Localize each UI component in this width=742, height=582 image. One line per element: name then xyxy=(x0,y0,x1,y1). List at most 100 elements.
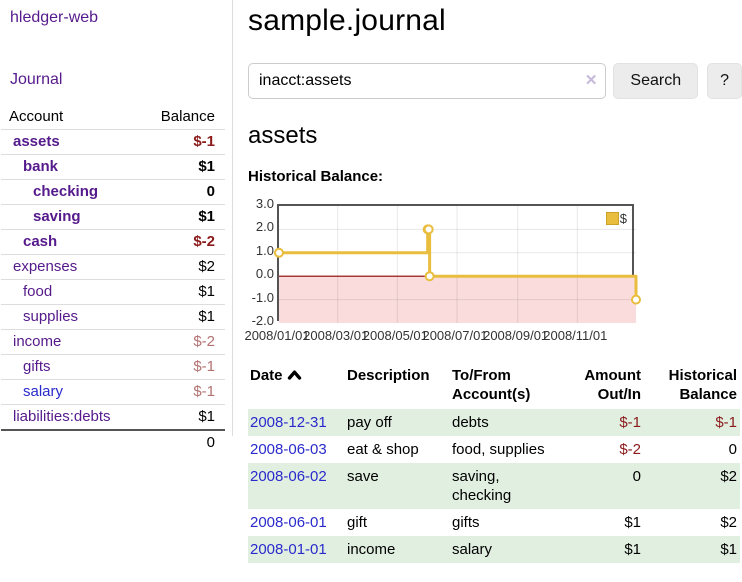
accounts-total-value: 0 xyxy=(206,434,215,451)
search-form: ✕ Search ? xyxy=(248,63,742,99)
account-balance: 0 xyxy=(206,183,215,200)
transaction-amount: $1 xyxy=(624,541,641,558)
search-button[interactable]: Search xyxy=(613,63,699,99)
account-link-expenses[interactable]: expenses xyxy=(13,258,78,275)
legend-swatch xyxy=(605,212,619,225)
balance-chart: $ 3.0 2.0 1.0 0.0 -1.0 -2.0 2008/01/01 2008/03/… xyxy=(244,196,742,345)
x-axis-label: 2008/05/01 xyxy=(362,328,428,343)
x-axis-label: 2008/07/01 xyxy=(422,328,488,343)
y-axis-label: 2.0 xyxy=(255,219,274,235)
transaction-amount: $1 xyxy=(624,514,641,531)
y-axis-label: 3.0 xyxy=(255,196,274,211)
transaction-date-link[interactable]: 2008-01-01 xyxy=(250,541,327,558)
transaction-balance: $2 xyxy=(720,514,737,531)
account-balance: $-1 xyxy=(193,133,215,150)
historical-balance-label: Historical Balance: xyxy=(248,168,384,185)
main-content: sample.journal ✕ Search ? assets Histori… xyxy=(244,0,742,563)
account-balance: $2 xyxy=(198,258,215,275)
account-row: income $-2 xyxy=(1,329,225,355)
account-link-assets[interactable]: assets xyxy=(13,133,60,150)
transaction-description: save xyxy=(347,468,379,485)
account-row: bank $1 xyxy=(1,154,225,180)
account-link-cash[interactable]: cash xyxy=(23,233,58,250)
transaction-accounts: gifts xyxy=(452,514,480,531)
transaction-date-link[interactable]: 2008-06-01 xyxy=(250,514,327,531)
transaction-balance: 0 xyxy=(728,441,737,458)
register-row: 2008-06-02 save saving, checking 0 $2 xyxy=(248,463,740,509)
register-header-amount: Amount Out/In xyxy=(584,367,641,403)
transaction-date-link[interactable]: 2008-06-02 xyxy=(250,468,327,485)
account-link-income[interactable]: income xyxy=(13,333,62,350)
transaction-description: gift xyxy=(347,514,368,531)
transaction-description: income xyxy=(347,541,396,558)
transaction-accounts: food, supplies xyxy=(452,441,545,458)
register-header-row: Date Description To/From Account(s) Amou… xyxy=(248,361,740,409)
account-balance: $1 xyxy=(198,158,215,175)
register-header-description: Description xyxy=(347,367,430,384)
accounts-header-account: Account xyxy=(9,108,64,125)
y-axis-label: 0.0 xyxy=(255,266,274,282)
x-axis-label: 2008/09/01 xyxy=(483,328,549,343)
help-button[interactable]: ? xyxy=(707,63,742,99)
account-balance: $-1 xyxy=(193,358,215,375)
legend-label: $ xyxy=(619,211,627,226)
transaction-amount: $-2 xyxy=(619,441,641,458)
account-row: food $1 xyxy=(1,279,225,305)
account-link-salary[interactable]: salary xyxy=(23,383,64,400)
brand-link[interactable]: hledger-web xyxy=(10,9,99,26)
sort-asc-icon xyxy=(287,370,301,380)
account-balance: $-1 xyxy=(193,383,215,400)
register-row: 2008-01-01 income salary $1 $1 xyxy=(248,536,740,563)
transaction-amount: 0 xyxy=(632,468,641,485)
account-row: gifts $-1 xyxy=(1,354,225,380)
accounts-header-balance: Balance xyxy=(160,108,215,125)
register-row: 2008-12-31 pay off debts $-1 $-1 xyxy=(248,409,740,436)
transaction-date-link[interactable]: 2008-12-31 xyxy=(250,414,327,431)
plot-area: $ xyxy=(274,204,641,323)
account-row: liabilities:debts $1 xyxy=(1,404,225,431)
account-link-checking[interactable]: checking xyxy=(33,183,99,200)
account-link-saving[interactable]: saving xyxy=(33,208,81,225)
transaction-accounts: salary xyxy=(452,541,493,558)
register-header-date[interactable]: Date xyxy=(248,361,345,409)
clear-search-icon[interactable]: ✕ xyxy=(584,72,598,89)
account-balance: $1 xyxy=(198,208,215,225)
y-axis-label: -1.0 xyxy=(251,289,274,305)
account-balance: $-2 xyxy=(193,333,215,350)
transaction-description: pay off xyxy=(347,414,392,431)
sidebar-item-journal[interactable]: Journal xyxy=(10,71,63,88)
accounts-table: Account Balance assets $-1 bank $1 checking 0… xyxy=(1,105,225,455)
account-title: assets xyxy=(248,122,318,149)
transaction-accounts: debts xyxy=(452,414,489,431)
account-link-food[interactable]: food xyxy=(23,283,53,300)
account-balance: $1 xyxy=(198,308,215,325)
account-row: assets $-1 xyxy=(1,129,225,155)
register-body: 2008-12-31 pay off debts $-1 $-1 2008-06-03 ea… xyxy=(248,409,740,563)
transaction-balance: $-1 xyxy=(715,414,737,431)
account-link-bank[interactable]: bank xyxy=(23,158,59,175)
transaction-description: eat & shop xyxy=(347,441,419,458)
chart-legend: $ xyxy=(605,211,627,226)
register-header-balance: Historical Balance xyxy=(668,367,737,403)
account-link-gifts[interactable]: gifts xyxy=(23,358,51,375)
account-link-supplies[interactable]: supplies xyxy=(23,308,79,325)
transaction-amount: $-1 xyxy=(619,414,641,431)
chart-canvas xyxy=(274,206,641,323)
sidebar: hledger-web Journal Account Balance asse… xyxy=(0,0,233,451)
x-axis-label: 2008/03/01 xyxy=(303,328,369,343)
accounts-total-row: 0 xyxy=(1,430,225,455)
y-axis-label: -2.0 xyxy=(251,313,274,328)
account-row: checking 0 xyxy=(1,179,225,205)
register-header-accounts: To/From Account(s) xyxy=(452,367,531,403)
x-axis-label: 2008/01/01 xyxy=(244,328,310,343)
search-input[interactable] xyxy=(248,63,607,99)
register-row: 2008-06-01 gift gifts $1 $2 xyxy=(248,509,740,536)
y-axis-label: 1.0 xyxy=(255,242,274,258)
account-row: expenses $2 xyxy=(1,254,225,280)
transaction-date-link[interactable]: 2008-06-03 xyxy=(250,441,327,458)
account-balance: $1 xyxy=(198,408,215,425)
transaction-balance: $1 xyxy=(720,541,737,558)
account-row: salary $-1 xyxy=(1,379,225,405)
account-link-liabilities-debts[interactable]: liabilities:debts xyxy=(13,408,111,425)
